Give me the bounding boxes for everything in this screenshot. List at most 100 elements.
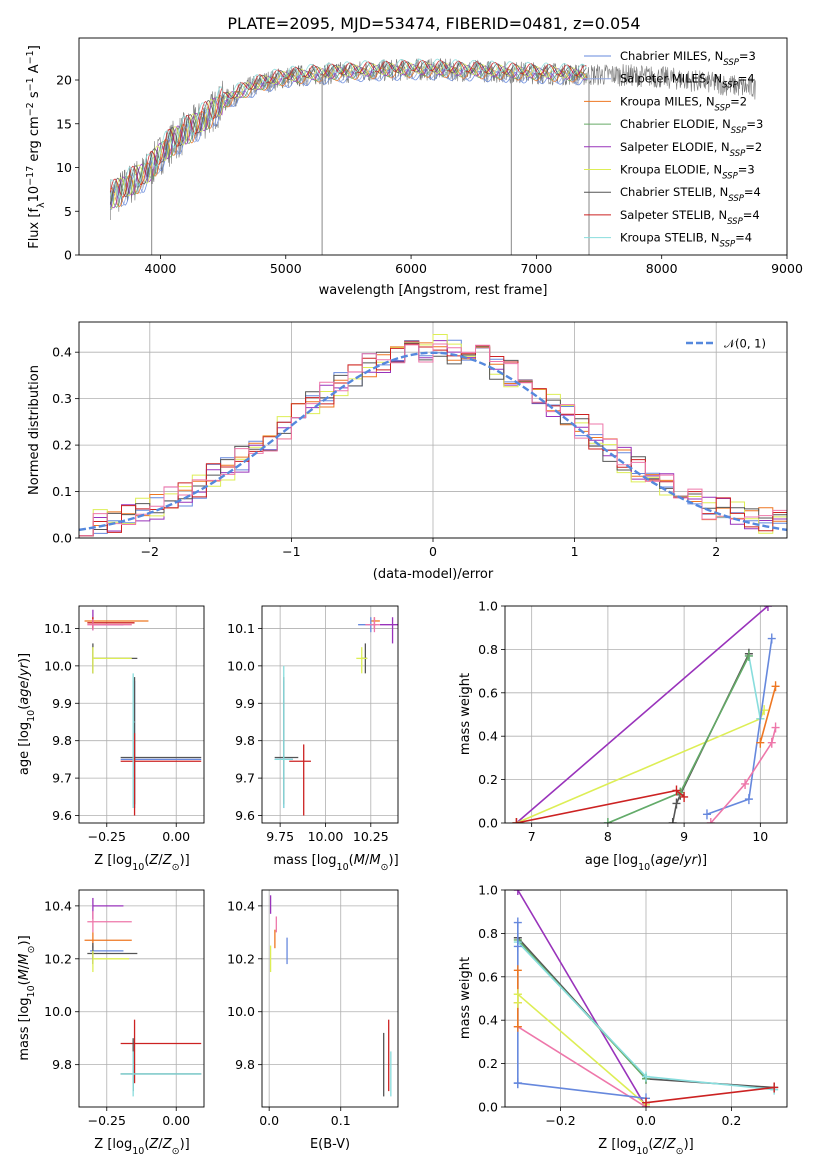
legend-label: Salpeter MILES, NSSP=4 — [620, 72, 755, 91]
legend-label: Chabrier STELIB, NSSP=4 — [620, 185, 761, 204]
age_vs_Z-ytick-label: 10.1 — [44, 621, 72, 636]
residuals-axes: −2 −1 0 1 2 0.0 0.1 0.2 0.3 0.4 𝒩(0, 1) (data-model… — [27, 321, 788, 582]
weight_vs_Z-series-line — [517, 1026, 647, 1107]
weight_vs_age-axes: 7 8 9 10 0.0 0.2 0.4 0.6 0.8 1.0 age [log10(age/yr… — [458, 599, 788, 873]
weight_vs_age-series-line — [706, 638, 773, 816]
weight_vs_Z-marker — [770, 1082, 779, 1093]
weight_vs_Z-marker — [513, 941, 522, 952]
weight_vs_Z-marker — [513, 989, 522, 1000]
weight_vs_age-marker — [672, 785, 681, 796]
weight_vs_age-marker — [771, 722, 780, 733]
weight_vs_age-ytick-label: 0.6 — [478, 685, 498, 700]
weight_vs_age-marker — [668, 818, 677, 823]
legend-label: Kroupa MILES, NSSP=2 — [620, 94, 747, 113]
legend-label: Chabrier MILES, NSSP=3 — [620, 49, 756, 68]
weight_vs_age-series-line — [759, 686, 777, 743]
spectrum-model-line — [109, 63, 587, 209]
weight_vs_age-frame — [504, 605, 788, 824]
residuals-frame — [78, 321, 788, 539]
spectrum-xtick-label: 8000 — [646, 261, 678, 276]
weight_vs_age-grid — [505, 605, 787, 824]
gaussian-curve — [79, 351, 787, 532]
residuals-xtick-label: −2 — [141, 544, 159, 559]
mass_vs_Z-ytick-label: 10.4 — [44, 898, 72, 913]
weight_vs_age-marker — [512, 818, 521, 823]
residuals-marks — [79, 334, 787, 537]
spectrum-ytick-label: 15 — [56, 116, 72, 131]
mass_vs_ebv-axes: 0.0 0.1 9.8 10.0 10.2 10.4 — [227, 889, 399, 1128]
legend-label: Salpeter ELODIE, NSSP=2 — [620, 140, 762, 159]
mass_vs_Z-xtick-label: −0.25 — [88, 1113, 126, 1128]
age_vs_Z-frame — [78, 605, 205, 824]
weight_vs_Z-ylabel: mass weight — [458, 957, 473, 1039]
age_vs_mass-xtick-label: 9.75 — [266, 829, 294, 844]
age_vs_Z-ylabel: age [log10(age/yr)] — [17, 653, 37, 775]
mass_vs_Z-xtick-label: 0.00 — [162, 1113, 190, 1128]
mass_vs_ebv-xlabel: E(B-V) — [310, 1137, 350, 1152]
weight_vs_age-xlabel: age [log10(age/yr)] — [585, 853, 707, 873]
mass_vs_Z-ytick-label: 9.8 — [52, 1057, 72, 1072]
weight_vs_age-ytick-label: 1.0 — [478, 599, 498, 614]
age_vs_mass-frame — [261, 605, 399, 824]
residuals-xtick-label: 1 — [571, 544, 579, 559]
weight_vs_age-xtick-label: 7 — [528, 829, 536, 844]
legend-label: Kroupa STELIB, NSSP=4 — [620, 231, 752, 250]
mass_vs_Z-frame — [78, 889, 205, 1108]
weight_vs_age-marker — [603, 818, 612, 823]
weight_vs_Z-ytick-label: 0.4 — [478, 1013, 498, 1028]
weight_vs_age-marker — [763, 606, 772, 611]
weight_vs_Z-marker — [642, 1071, 650, 1082]
mass_vs_Z-marks — [84, 897, 202, 1097]
weight_vs_age-marker — [706, 818, 715, 823]
spectrum-marks — [109, 58, 756, 255]
spectrum-xlabel: wavelength [Angstrom, rest frame] — [319, 283, 548, 298]
weight_vs_age-series-line — [516, 789, 685, 823]
residuals-ytick-label: 0.2 — [52, 438, 72, 453]
mass_vs_ebv-ytick-label: 10.4 — [227, 898, 255, 913]
mass_vs_ebv-frame — [261, 889, 399, 1108]
spectrum-ytick-label: 20 — [56, 73, 72, 88]
residuals-ytick-label: 0.4 — [52, 345, 72, 360]
age_vs_Z-xtick-label: 0.00 — [162, 829, 190, 844]
weight_vs_Z-series-line — [517, 993, 647, 1106]
weight_vs_Z-axes: −0.2 0.0 0.2 0.0 0.2 0.4 0.6 0.8 1.0 Z [log10(Z/Z… — [458, 883, 788, 1157]
weight_vs_age-marker — [771, 681, 780, 692]
residual-histogram — [79, 334, 787, 537]
spectrum-xtick-label: 4000 — [145, 261, 177, 276]
age_vs_mass-ytick-label: 9.9 — [235, 696, 255, 711]
weight_vs_age-ytick-label: 0.4 — [478, 729, 498, 744]
spectrum-model-line — [109, 67, 587, 207]
spectrum-model-line — [109, 59, 587, 198]
spectrum-ytick-label: 0 — [64, 248, 72, 263]
spectrum-ytick-label: 5 — [64, 204, 72, 219]
plot-area: 4000 5000 6000 7000 8000 900005101520Chabrier… — [17, 37, 803, 1157]
weight_vs_Z-series-line — [645, 1086, 775, 1104]
age_vs_mass-ytick-label: 10.1 — [227, 621, 255, 636]
age_vs_mass-axes: 9.75 10.00 10.25 9.6 9.7 9.8 9.9 10.0 10.1 mass [… — [227, 605, 399, 873]
figure-title: PLATE=2095, MJD=53474, FIBERID=0481, z=0… — [227, 14, 640, 33]
residuals-xtick-label: −1 — [282, 544, 300, 559]
age_vs_mass-marks — [274, 617, 398, 816]
mass_vs_ebv-marks — [269, 895, 392, 1097]
residuals-ytick-label: 0.0 — [52, 531, 72, 546]
residuals-ytick-label: 0.1 — [52, 484, 72, 499]
weight_vs_Z-ytick-label: 0.0 — [478, 1100, 498, 1115]
weight_vs_Z-series-line — [517, 890, 647, 1107]
weight_vs_age-xtick-label: 10 — [752, 829, 768, 844]
age_vs_mass-ytick-label: 9.8 — [235, 733, 255, 748]
age_vs_mass-xtick-label: 10.00 — [308, 829, 344, 844]
residuals-xtick-label: 2 — [712, 544, 720, 559]
spectrum-model-line — [109, 58, 587, 199]
legend-label: Chabrier ELODIE, NSSP=3 — [620, 117, 763, 136]
spectrum-xtick-label: 9000 — [771, 261, 803, 276]
weight_vs_age-marker — [741, 778, 750, 789]
weight_vs_Z-marker — [642, 1097, 650, 1107]
age_vs_Z-grid — [79, 606, 204, 823]
mass_vs_Z-grid — [79, 890, 204, 1107]
weight_vs_Z-xtick-label: −0.2 — [545, 1113, 575, 1128]
residuals-ylabel: Normed distribution — [27, 365, 42, 495]
weight_vs_Z-marker — [513, 917, 522, 928]
age_vs_mass-grid — [262, 606, 398, 823]
age_vs_mass-ytick-label: 9.6 — [235, 808, 255, 823]
